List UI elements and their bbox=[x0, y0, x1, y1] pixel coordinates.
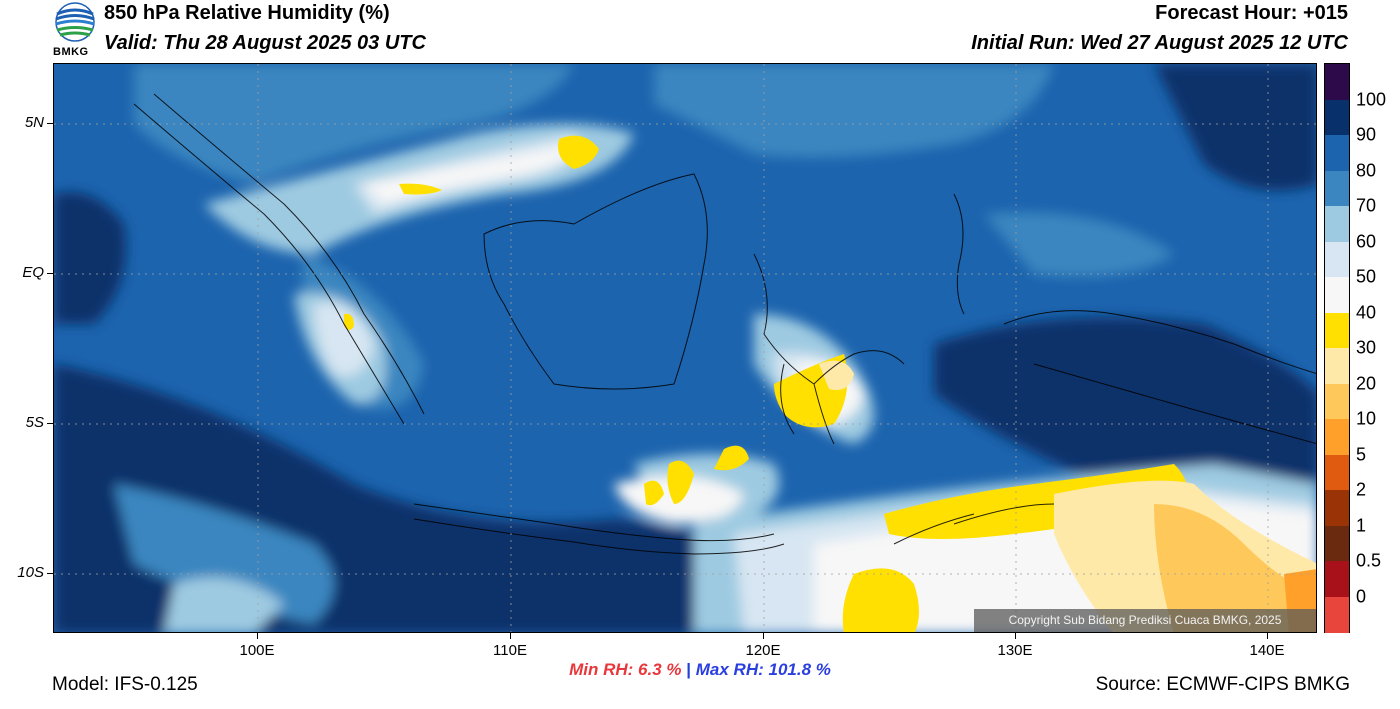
lon-label-100e: 100E bbox=[239, 642, 275, 659]
colorbar-swatch bbox=[1325, 170, 1349, 207]
chart-title: 850 hPa Relative Humidity (%) bbox=[104, 2, 390, 24]
lat-label-5s: 5S bbox=[25, 414, 44, 431]
min-rh-value: 6.3 % bbox=[638, 660, 682, 679]
colorbar-swatch bbox=[1325, 277, 1349, 313]
copyright-notice: Copyright Sub Bidang Prediksi Cuaca BMKG… bbox=[974, 609, 1316, 632]
lon-label-110e: 110E bbox=[493, 642, 527, 659]
colorbar-swatch bbox=[1325, 99, 1349, 136]
colorbar-swatch bbox=[1325, 596, 1349, 633]
lat-tick bbox=[47, 123, 53, 124]
min-rh-label: Min RH: bbox=[569, 660, 634, 679]
max-rh-value: 101.8 % bbox=[768, 660, 831, 679]
colorbar-swatch bbox=[1325, 383, 1349, 420]
lon-tick bbox=[1267, 633, 1268, 639]
lon-label-120e: 120E bbox=[745, 642, 781, 659]
colorbar-swatch bbox=[1325, 419, 1349, 455]
lon-tick bbox=[257, 633, 258, 639]
max-rh-label: Max RH: bbox=[695, 660, 764, 679]
humidity-map bbox=[53, 63, 1317, 633]
lon-tick bbox=[510, 633, 511, 639]
colorbar-label: 50 bbox=[1356, 266, 1377, 287]
humidity-field bbox=[54, 64, 1316, 632]
rh-stats: Min RH: 6.3 % | Max RH: 101.8 % bbox=[0, 660, 1400, 680]
bmkg-logo-icon bbox=[55, 2, 95, 42]
colorbar-swatch bbox=[1325, 490, 1349, 526]
forecast-hour: Forecast Hour: +015 bbox=[1155, 2, 1348, 24]
lat-tick bbox=[47, 573, 53, 574]
colorbar-swatch bbox=[1325, 64, 1349, 100]
lon-tick bbox=[1015, 633, 1016, 639]
lat-label-eq: EQ bbox=[22, 264, 44, 281]
colorbar-label: 70 bbox=[1356, 195, 1377, 216]
colorbar-swatch bbox=[1325, 525, 1349, 562]
colorbar-label: 5 bbox=[1356, 444, 1367, 464]
colorbar-label: 40 bbox=[1356, 302, 1377, 322]
lat-label-10s: 10S bbox=[17, 564, 44, 581]
colorbar-label: 0.5 bbox=[1356, 550, 1382, 571]
colorbar-swatch bbox=[1325, 454, 1349, 491]
colorbar-label: 1 bbox=[1356, 515, 1367, 535]
logo-text: BMKG bbox=[53, 46, 89, 58]
colorbar bbox=[1324, 63, 1350, 633]
colorbar-swatch bbox=[1325, 312, 1349, 349]
colorbar-label: 80 bbox=[1356, 160, 1377, 180]
lon-label-140e: 140E bbox=[1249, 642, 1285, 659]
valid-time: Valid: Thu 28 August 2025 03 UTC bbox=[104, 32, 426, 54]
colorbar-swatch bbox=[1325, 348, 1349, 384]
colorbar-label: 10 bbox=[1356, 408, 1377, 429]
colorbar-label: 30 bbox=[1356, 337, 1377, 358]
colorbar-swatch bbox=[1325, 241, 1349, 278]
colorbar-label: 0 bbox=[1356, 586, 1367, 606]
stats-separator: | bbox=[686, 660, 692, 679]
initial-run: Initial Run: Wed 27 August 2025 12 UTC bbox=[971, 32, 1348, 54]
lat-tick bbox=[47, 273, 53, 274]
colorbar-label: 90 bbox=[1356, 124, 1377, 145]
colorbar-label: 20 bbox=[1356, 373, 1377, 393]
lat-label-5n: 5N bbox=[24, 114, 44, 131]
colorbar-label: 100 bbox=[1356, 89, 1387, 109]
colorbar-swatch bbox=[1325, 206, 1349, 242]
colorbar-label: 2 bbox=[1356, 479, 1367, 500]
colorbar-swatch bbox=[1325, 561, 1349, 597]
source-label: Source: ECMWF-CIPS BMKG bbox=[1095, 674, 1350, 695]
lon-label-130e: 130E bbox=[997, 642, 1033, 659]
lat-tick bbox=[47, 423, 53, 424]
colorbar-swatch bbox=[1325, 135, 1349, 171]
lon-tick bbox=[763, 633, 764, 639]
colorbar-label: 60 bbox=[1356, 231, 1377, 251]
model-label: Model: IFS-0.125 bbox=[52, 674, 198, 695]
